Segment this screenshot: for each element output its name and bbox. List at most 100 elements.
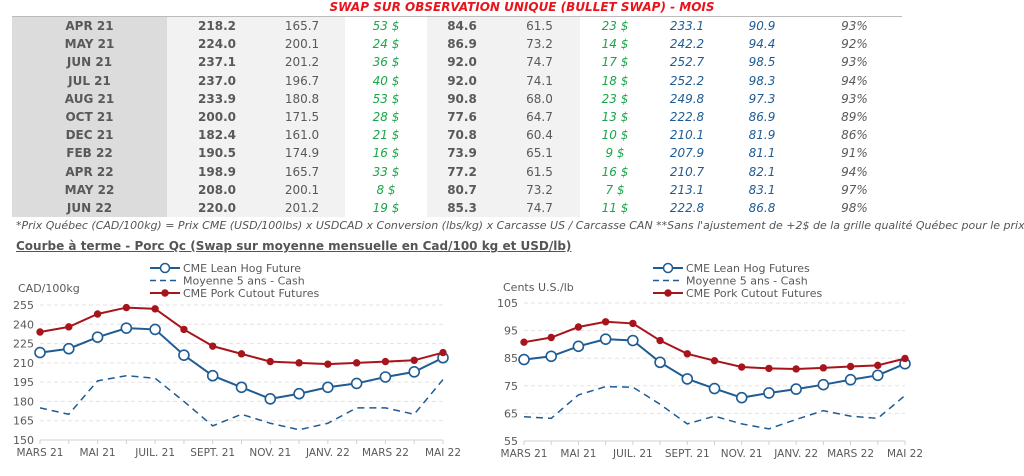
data-point bbox=[322, 381, 334, 394]
y-tick-label: 150 bbox=[13, 434, 34, 447]
value-cell: 73.9 bbox=[447, 146, 477, 161]
legend-label: CME Lean Hog Future bbox=[183, 262, 301, 275]
value-cell: 80.7 bbox=[447, 182, 477, 197]
legend-marker bbox=[664, 289, 672, 297]
data-point bbox=[790, 383, 802, 395]
y-tick-label: 95 bbox=[504, 325, 518, 338]
data-point bbox=[520, 338, 528, 346]
data-point bbox=[627, 334, 639, 347]
value-cell: 85.3 bbox=[447, 200, 477, 215]
value-cell: 17 $ bbox=[601, 55, 629, 70]
value-cell: 28 $ bbox=[372, 109, 400, 124]
x-tick-label: MARS 22 bbox=[827, 448, 874, 460]
month-cell: MAY 21 bbox=[64, 37, 115, 52]
value-cell: 53 $ bbox=[372, 91, 400, 106]
table-row: DEC 21 182.4 161.0 21 $ 70.8 60.4 10 $ 210.1 81.… bbox=[12, 126, 902, 144]
value-cell: 196.7 bbox=[284, 73, 320, 88]
value-cell: 98.5 bbox=[748, 55, 776, 70]
data-point bbox=[209, 342, 217, 350]
value-cell: 222.8 bbox=[669, 109, 705, 124]
value-cell: 180.8 bbox=[284, 91, 320, 106]
value-cell: 82.1 bbox=[748, 164, 776, 179]
value-cell: 98.3 bbox=[748, 73, 776, 88]
y-axis-label: Cents U.S./lb bbox=[503, 281, 574, 294]
data-point bbox=[817, 378, 830, 391]
value-cell: 23 $ bbox=[601, 19, 629, 33]
y-tick-label: 210 bbox=[13, 357, 34, 370]
data-point bbox=[36, 328, 44, 336]
x-tick-label: MAI 22 bbox=[887, 448, 923, 460]
value-cell: 94% bbox=[841, 164, 868, 179]
series-line-1 bbox=[39, 374, 444, 431]
month-cell: OCT 21 bbox=[65, 109, 114, 124]
value-cell: 171.5 bbox=[284, 109, 320, 124]
legend-marker bbox=[159, 262, 171, 274]
data-point bbox=[738, 363, 746, 371]
legend-label: CME Pork Cutout Futures bbox=[686, 287, 822, 300]
x-tick-label: JANV. 22 bbox=[773, 448, 818, 460]
table-row: FEB 22 190.5 174.9 16 $ 73.9 65.1 9 $ 207.9 81.1… bbox=[12, 144, 902, 162]
data-point bbox=[120, 322, 133, 334]
data-point bbox=[408, 366, 421, 378]
value-cell: 16 $ bbox=[601, 164, 629, 179]
x-tick-label: JANV. 22 bbox=[305, 447, 350, 459]
value-cell: 68.0 bbox=[526, 91, 553, 106]
value-cell: 23 $ bbox=[601, 91, 629, 106]
data-point bbox=[599, 333, 612, 345]
value-cell: 21 $ bbox=[372, 128, 400, 143]
data-point bbox=[819, 364, 828, 372]
value-cell: 70.8 bbox=[447, 128, 477, 143]
table-row: MAY 22 208.0 200.1 8 $ 80.7 73.2 7 $ 213.1 83.1 9… bbox=[12, 181, 902, 199]
data-point bbox=[34, 346, 46, 359]
value-cell: 81.1 bbox=[748, 146, 776, 161]
month-cell: MAY 22 bbox=[64, 182, 115, 197]
x-tick-label: JUIL. 21 bbox=[134, 447, 175, 459]
value-cell: 98% bbox=[841, 200, 868, 215]
value-cell: 77.2 bbox=[447, 164, 477, 179]
value-cell: 11 $ bbox=[601, 200, 629, 215]
value-cell: 86.8 bbox=[748, 200, 776, 215]
value-cell: 73.2 bbox=[526, 37, 553, 52]
value-cell: 252.2 bbox=[669, 73, 705, 88]
value-cell: 92% bbox=[841, 37, 868, 52]
month-cell: DEC 21 bbox=[65, 128, 114, 143]
value-cell: 33 $ bbox=[372, 164, 400, 179]
value-cell: 208.0 bbox=[198, 182, 236, 197]
value-cell: 89% bbox=[841, 109, 868, 124]
value-cell: 210.7 bbox=[669, 164, 705, 179]
month-cell: JUN 21 bbox=[66, 55, 113, 70]
value-cell: 210.1 bbox=[669, 128, 705, 143]
value-cell: 14 $ bbox=[601, 37, 629, 52]
value-cell: 233.1 bbox=[669, 19, 705, 33]
value-cell: 200.1 bbox=[284, 37, 320, 52]
table-row: APR 21 218.2 165.7 53 $ 84.6 61.5 23 $ 233.1 90.… bbox=[12, 17, 902, 35]
value-cell: 249.8 bbox=[669, 91, 705, 106]
data-point bbox=[352, 359, 361, 367]
table-row: JUN 21 237.1 201.2 36 $ 92.0 74.7 17 $ 252.7 98.… bbox=[12, 53, 902, 71]
value-cell: 61.5 bbox=[526, 164, 553, 179]
value-cell: 40 $ bbox=[372, 73, 400, 88]
value-cell: 24 $ bbox=[372, 37, 400, 52]
value-cell: 93% bbox=[841, 91, 868, 106]
series-line-1 bbox=[523, 385, 906, 430]
x-tick-label: MARS 21 bbox=[501, 448, 548, 460]
y-tick-label: 240 bbox=[13, 318, 34, 331]
value-cell: 93% bbox=[841, 55, 868, 70]
value-cell: 60.4 bbox=[526, 128, 553, 143]
table-row: MAY 21 224.0 200.1 24 $ 86.9 73.2 14 $ 242.2 94.… bbox=[12, 35, 902, 53]
x-tick-label: NOV. 21 bbox=[721, 448, 763, 460]
value-cell: 90.9 bbox=[748, 19, 776, 33]
data-point bbox=[93, 310, 102, 318]
y-tick-label: 255 bbox=[13, 299, 34, 312]
y-tick-label: 65 bbox=[504, 407, 518, 420]
value-cell: 74.7 bbox=[526, 55, 553, 70]
value-cell: 86.9 bbox=[447, 37, 477, 52]
value-cell: 74.1 bbox=[526, 73, 553, 88]
data-point bbox=[547, 333, 555, 342]
value-cell: 97.3 bbox=[748, 91, 776, 106]
value-cell: 233.9 bbox=[198, 91, 236, 106]
table-row: JUN 22 220.0 201.2 19 $ 85.3 74.7 11 $ 222.8 86.… bbox=[12, 199, 902, 217]
value-cell: 86.9 bbox=[748, 109, 776, 124]
data-point bbox=[656, 336, 664, 345]
